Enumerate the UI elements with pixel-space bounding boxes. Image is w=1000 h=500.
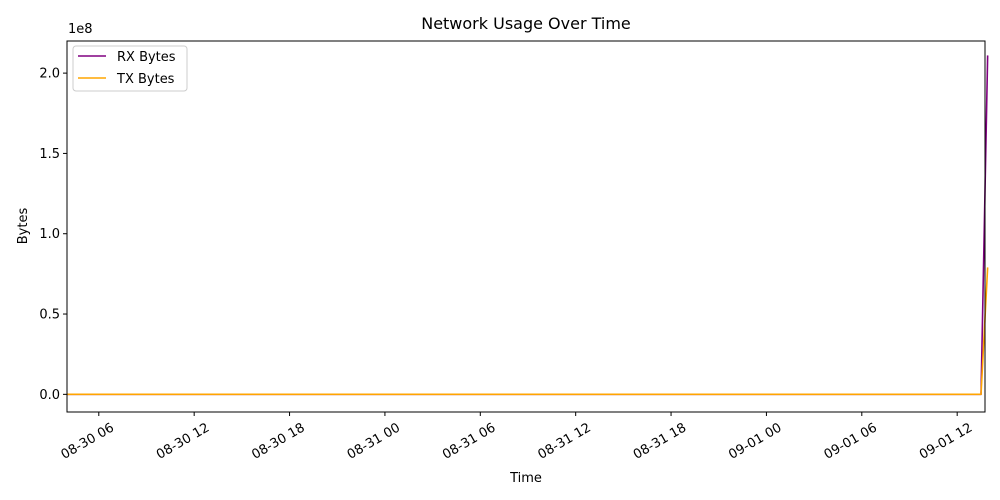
chart-title: Network Usage Over Time — [421, 14, 631, 33]
y-tick-label: 0.0 — [39, 388, 60, 403]
y-tick-label: 1.5 — [39, 147, 60, 162]
y-offset-label: 1e8 — [68, 22, 93, 37]
y-tick-label: 1.0 — [39, 227, 60, 242]
legend: RX Bytes TX Bytes — [72, 45, 188, 92]
y-axis-ticks: 0.0 0.5 1.0 1.5 2.0 — [39, 67, 67, 403]
legend-label-tx: TX Bytes — [116, 72, 175, 87]
y-tick-label: 0.5 — [39, 308, 60, 323]
legend-label-rx: RX Bytes — [117, 50, 176, 65]
y-axis-label: Bytes — [16, 208, 31, 245]
x-axis-label: Time — [509, 471, 542, 486]
axes-frame — [66, 40, 986, 413]
y-tick-label: 2.0 — [39, 67, 60, 82]
legend-box — [72, 45, 188, 92]
